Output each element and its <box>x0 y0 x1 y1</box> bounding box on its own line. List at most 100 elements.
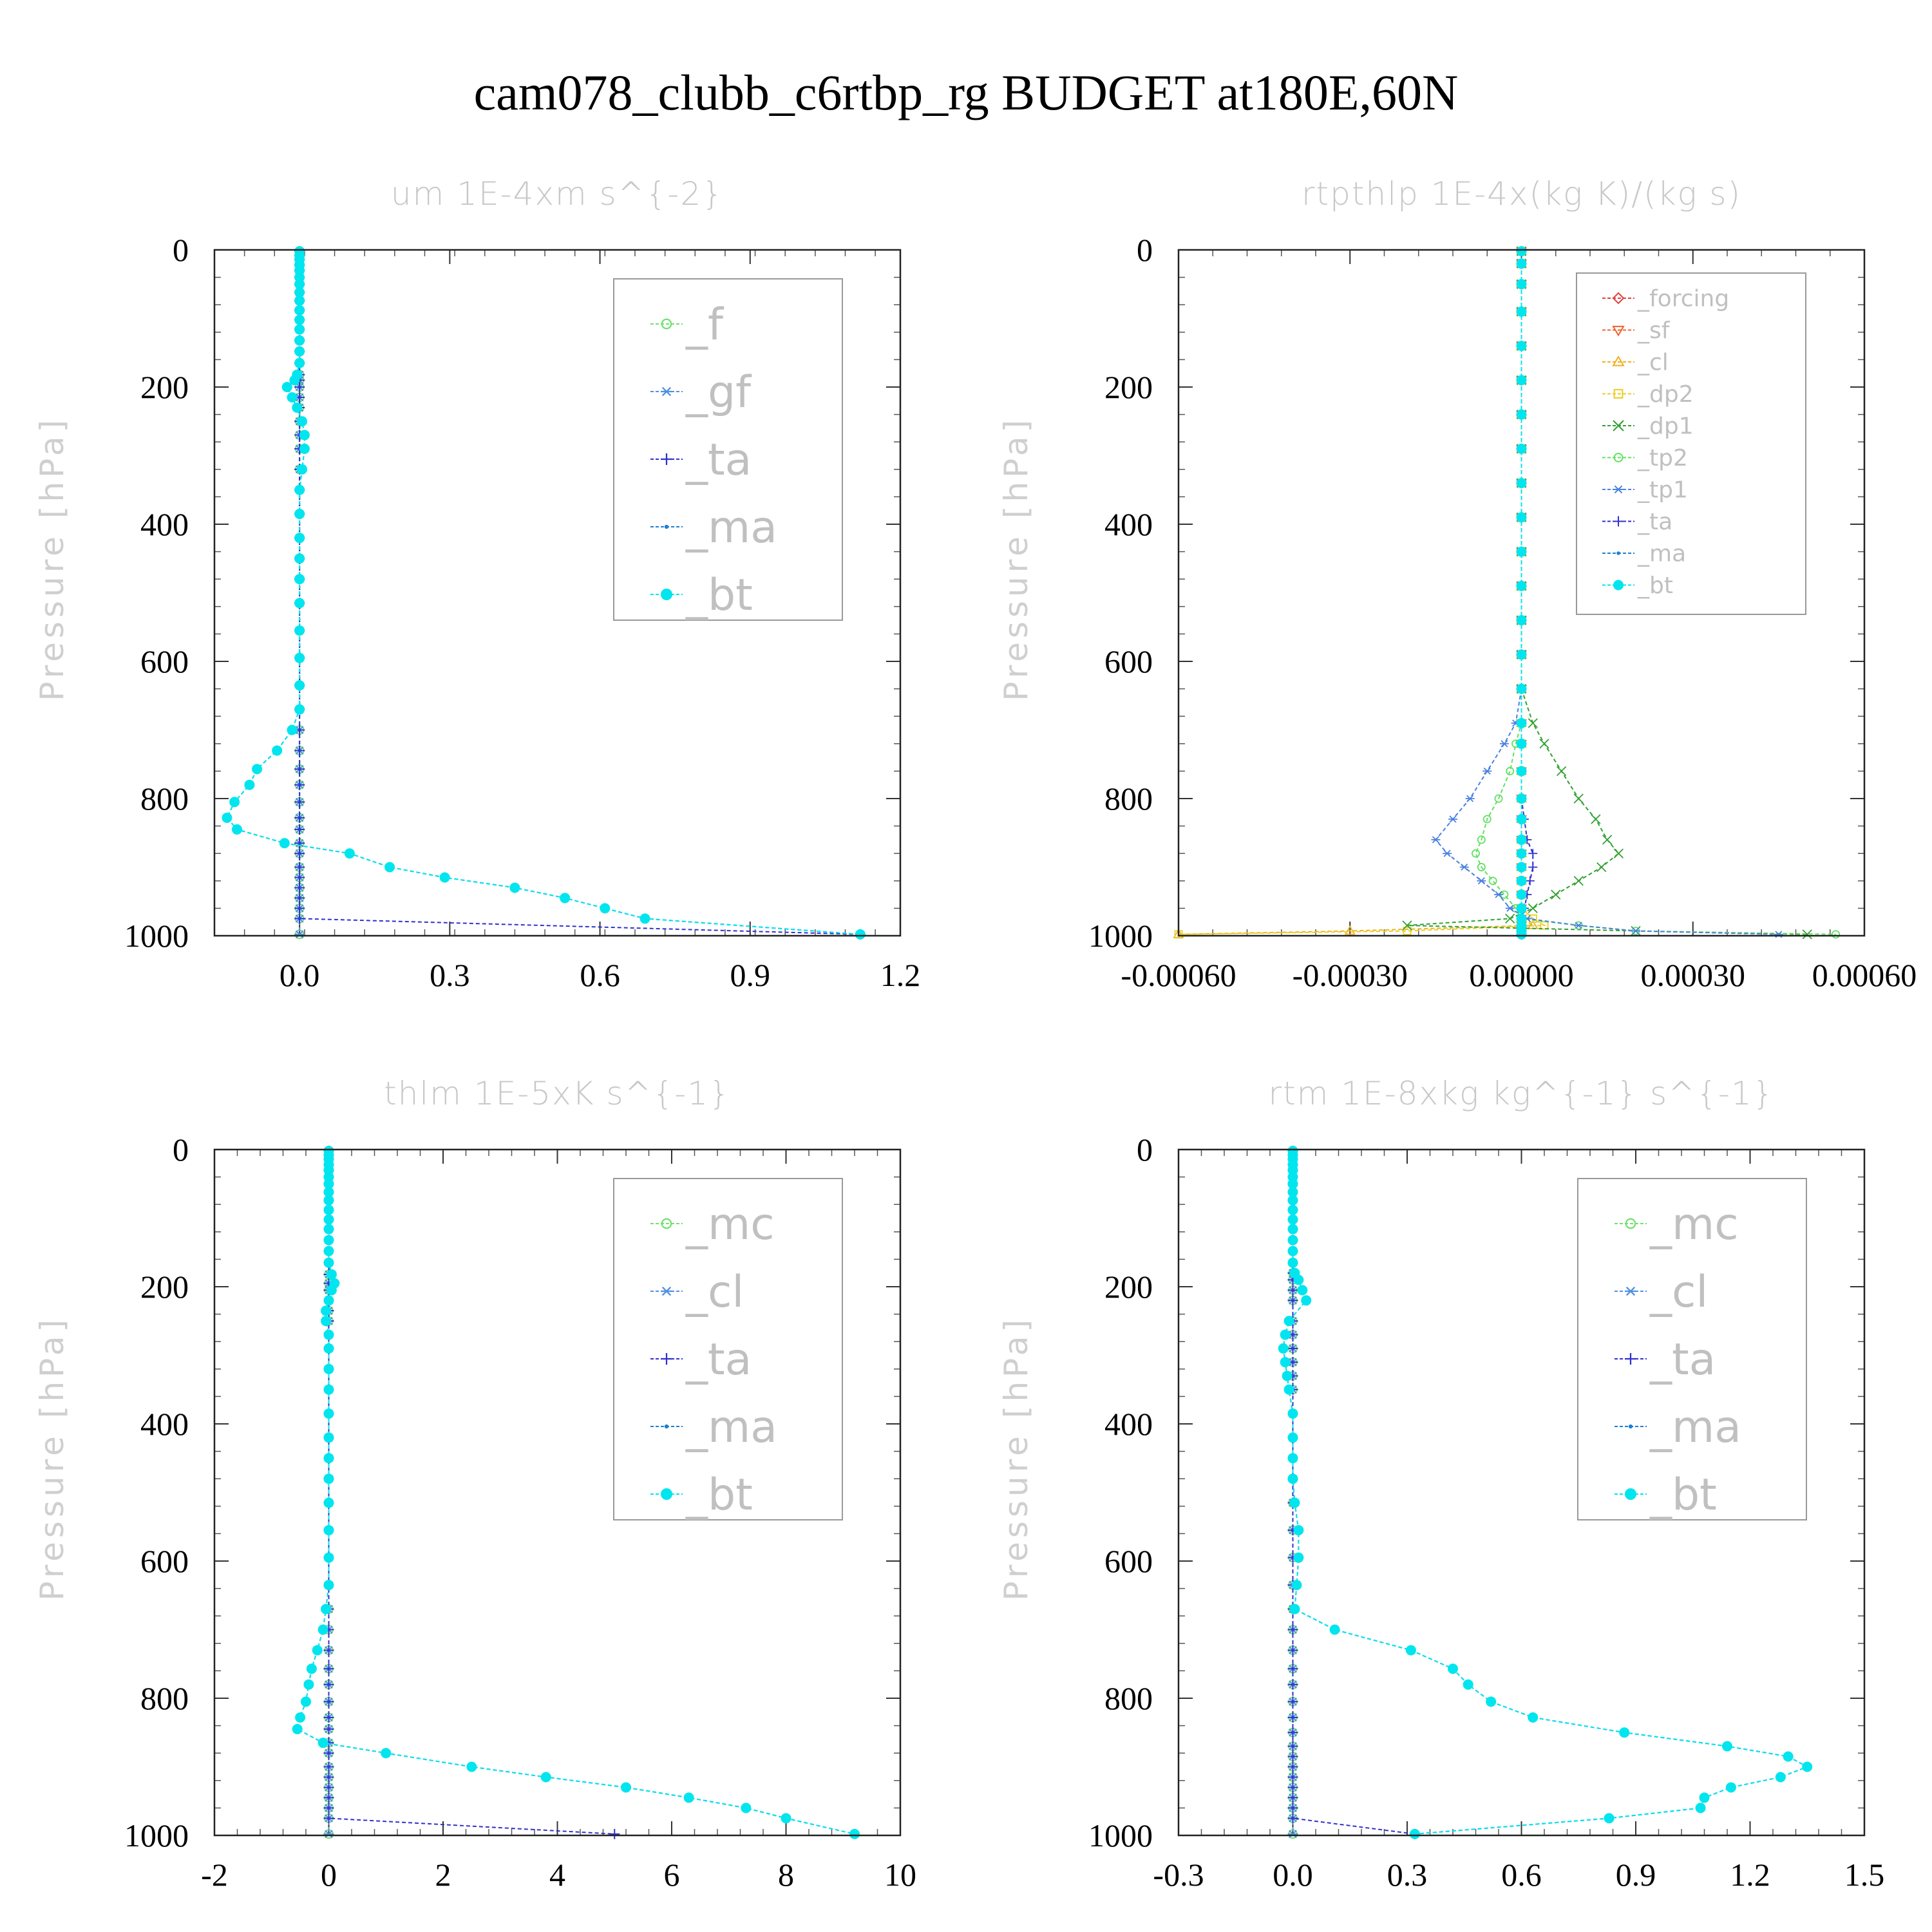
data-point <box>344 848 355 859</box>
legend-item: _ta <box>1602 509 1672 535</box>
legend-marker <box>661 386 672 397</box>
data-point <box>294 574 305 585</box>
legend-item: _bt <box>1615 1470 1717 1520</box>
y-tick-label: 200 <box>140 1269 189 1305</box>
x-tick-label: 0.9 <box>730 957 771 993</box>
legend-item: _bt <box>650 1470 753 1520</box>
data-point <box>1486 1696 1497 1707</box>
data-point <box>294 764 305 775</box>
data-point <box>323 1384 334 1395</box>
plot-frame <box>1177 1148 1866 1837</box>
data-point <box>294 598 305 609</box>
data-point <box>1403 927 1412 936</box>
data-point <box>294 704 305 715</box>
data-point <box>1619 1727 1630 1738</box>
legend-marker <box>1612 292 1625 305</box>
data-point <box>312 1645 323 1656</box>
data-point <box>321 1604 332 1615</box>
data-point <box>1516 929 1527 940</box>
data-point <box>323 1552 334 1563</box>
series-area <box>1278 1146 1813 1839</box>
data-point <box>1289 1497 1300 1508</box>
data-point <box>294 346 305 357</box>
x-tick-label: 0.0 <box>279 957 320 993</box>
plot-frame <box>1177 249 1866 937</box>
legend-item: _ma <box>1602 541 1686 567</box>
legend-item: _dp2 <box>1602 381 1694 408</box>
data-point <box>1516 258 1527 269</box>
data-point <box>326 1269 337 1280</box>
data-point <box>1516 889 1527 900</box>
data-point <box>326 1285 337 1296</box>
data-point <box>323 1329 334 1340</box>
data-point <box>1409 1828 1420 1839</box>
data-point <box>1516 246 1527 257</box>
data-point <box>299 443 310 454</box>
legend-marker <box>1613 420 1624 431</box>
x-tick-label: 0.6 <box>580 957 620 993</box>
data-point <box>294 553 305 564</box>
data-point <box>294 625 305 636</box>
data-point <box>1695 1803 1706 1814</box>
data-point <box>272 745 283 756</box>
data-point <box>303 1679 314 1690</box>
y-tick-label: 1000 <box>1088 1817 1153 1853</box>
legend-label: _ta <box>1649 1334 1716 1385</box>
legend: _forcing _sf _cl _dp2 _dp1 _tp2 _tp1 _ta _ma _bt <box>1576 272 1806 615</box>
data-point <box>229 797 240 808</box>
data-point <box>1287 1224 1298 1235</box>
data-point <box>1405 1645 1416 1656</box>
data-point <box>1287 1432 1298 1443</box>
data-point <box>855 929 866 940</box>
x-tick-label: 0.0 <box>1273 1857 1313 1893</box>
data-point <box>1505 904 1515 912</box>
legend-marker <box>1616 551 1620 555</box>
data-point <box>1477 877 1486 885</box>
data-point <box>1494 794 1503 803</box>
legend-label: _ta <box>685 435 752 486</box>
legend-label: _dp2 <box>1637 381 1694 408</box>
data-point <box>741 1803 752 1814</box>
y-axis-label: Pressure [hPa] <box>998 1316 1035 1601</box>
data-point <box>323 1295 334 1306</box>
figure-title: cam078_clubb_c6rtbp_rg BUDGET at180E,60N <box>474 64 1459 120</box>
data-point <box>1287 1473 1298 1484</box>
data-point <box>294 382 305 392</box>
data-point <box>1602 835 1613 845</box>
data-point <box>1516 717 1527 728</box>
data-point <box>1463 1679 1473 1690</box>
data-point <box>1725 1782 1736 1793</box>
y-tick-label: 600 <box>1104 1543 1153 1579</box>
legend-item: _tp1 <box>1602 477 1688 504</box>
y-axis-label: Pressure [hPa] <box>33 416 71 701</box>
data-point <box>323 1830 334 1839</box>
data-point <box>1591 814 1601 824</box>
plot-frame <box>213 249 902 937</box>
legend-item: _bt <box>1602 573 1673 599</box>
legend-label: _ma <box>1649 1402 1741 1453</box>
legend-box <box>1576 272 1806 615</box>
data-point <box>1516 580 1527 591</box>
x-tick-label: -0.00030 <box>1293 957 1408 993</box>
panel-title: um 1E-4xm s^{-2} <box>391 175 724 213</box>
legend-label: _bt <box>685 570 753 621</box>
data-point <box>317 1624 328 1635</box>
data-point <box>1287 1727 1298 1738</box>
data-point <box>1287 1645 1298 1656</box>
y-axis-label: Pressure [hPa] <box>998 416 1035 701</box>
legend-label: _ma <box>1637 541 1686 567</box>
data-point <box>323 1723 334 1734</box>
data-point <box>294 335 305 346</box>
data-point <box>1574 922 1584 929</box>
x-tick-label: 1.2 <box>1730 1857 1770 1893</box>
data-point <box>1287 1813 1298 1824</box>
data-point <box>1287 1408 1298 1419</box>
data-point <box>294 882 305 893</box>
data-point <box>1287 1782 1298 1793</box>
panel-title: rtpthlp 1E-4x(kg K)/(kg s) <box>1302 175 1741 213</box>
data-point <box>294 295 305 306</box>
panel-2: rtpthlp 1E-4x(kg K)/(kg s) Pressure [hPa]… <box>998 175 1917 993</box>
data-point <box>1613 848 1624 858</box>
panel-title: thlm 1E-5xK s^{-1} <box>384 1075 731 1112</box>
data-point <box>1283 1384 1294 1395</box>
